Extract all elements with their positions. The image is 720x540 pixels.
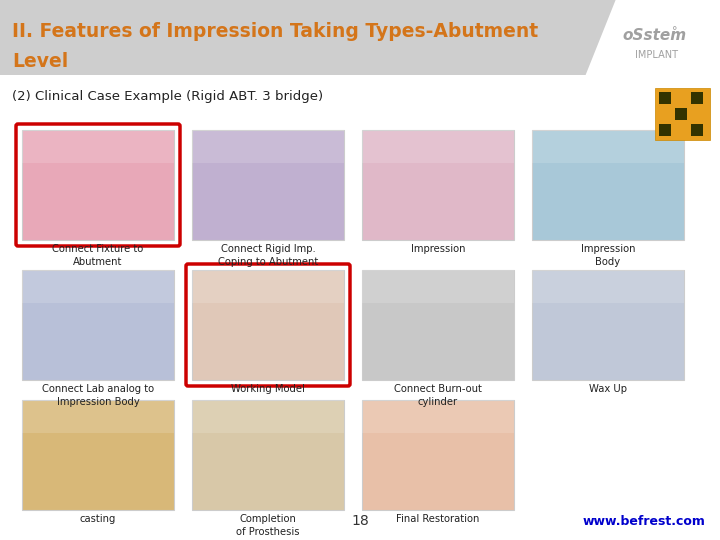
- Bar: [22, 400, 174, 510]
- Bar: [192, 400, 344, 510]
- Bar: [691, 92, 703, 104]
- Bar: [362, 270, 514, 380]
- Text: Connect Burn-out
cylinder: Connect Burn-out cylinder: [394, 384, 482, 407]
- Bar: [362, 400, 514, 433]
- Bar: [192, 270, 344, 303]
- Bar: [192, 130, 344, 163]
- Text: www.befrest.com: www.befrest.com: [582, 515, 705, 528]
- Text: casting: casting: [80, 514, 116, 524]
- Bar: [659, 92, 671, 104]
- Text: Completion
of Prosthesis: Completion of Prosthesis: [236, 514, 300, 537]
- Text: (2) Clinical Case Example (Rigid ABT. 3 bridge): (2) Clinical Case Example (Rigid ABT. 3 …: [12, 90, 323, 103]
- Text: Working Model: Working Model: [231, 384, 305, 394]
- Text: Impression
Body: Impression Body: [581, 244, 635, 267]
- Bar: [362, 270, 514, 303]
- Bar: [691, 124, 703, 136]
- Bar: [532, 270, 684, 303]
- Bar: [532, 130, 684, 240]
- Bar: [659, 124, 671, 136]
- Text: °: °: [672, 26, 678, 36]
- Bar: [192, 270, 344, 380]
- Text: 18: 18: [351, 514, 369, 528]
- Polygon shape: [0, 0, 616, 75]
- Bar: [22, 400, 174, 433]
- Bar: [22, 130, 174, 163]
- Bar: [22, 270, 174, 303]
- Text: Connect Fixture to
Abutment: Connect Fixture to Abutment: [53, 244, 143, 267]
- Bar: [362, 400, 514, 510]
- Text: IMPLANT: IMPLANT: [635, 50, 678, 60]
- Text: Final Restoration: Final Restoration: [396, 514, 480, 524]
- Bar: [22, 130, 174, 240]
- Text: Wax Up: Wax Up: [589, 384, 627, 394]
- Bar: [655, 88, 710, 140]
- Text: II. Features of Impression Taking Types-Abutment: II. Features of Impression Taking Types-…: [12, 22, 538, 41]
- Bar: [192, 400, 344, 433]
- Bar: [532, 270, 684, 380]
- Bar: [362, 130, 514, 163]
- Bar: [192, 130, 344, 240]
- Text: Connect Rigid Imp.
Coping to Abutment: Connect Rigid Imp. Coping to Abutment: [218, 244, 318, 267]
- Bar: [532, 130, 684, 163]
- Text: oSstem: oSstem: [622, 28, 686, 43]
- Bar: [22, 270, 174, 380]
- Bar: [675, 108, 687, 120]
- Text: Level: Level: [12, 52, 68, 71]
- Bar: [362, 130, 514, 240]
- Text: Impression: Impression: [410, 244, 465, 254]
- Text: Connect Lab analog to
Impression Body: Connect Lab analog to Impression Body: [42, 384, 154, 407]
